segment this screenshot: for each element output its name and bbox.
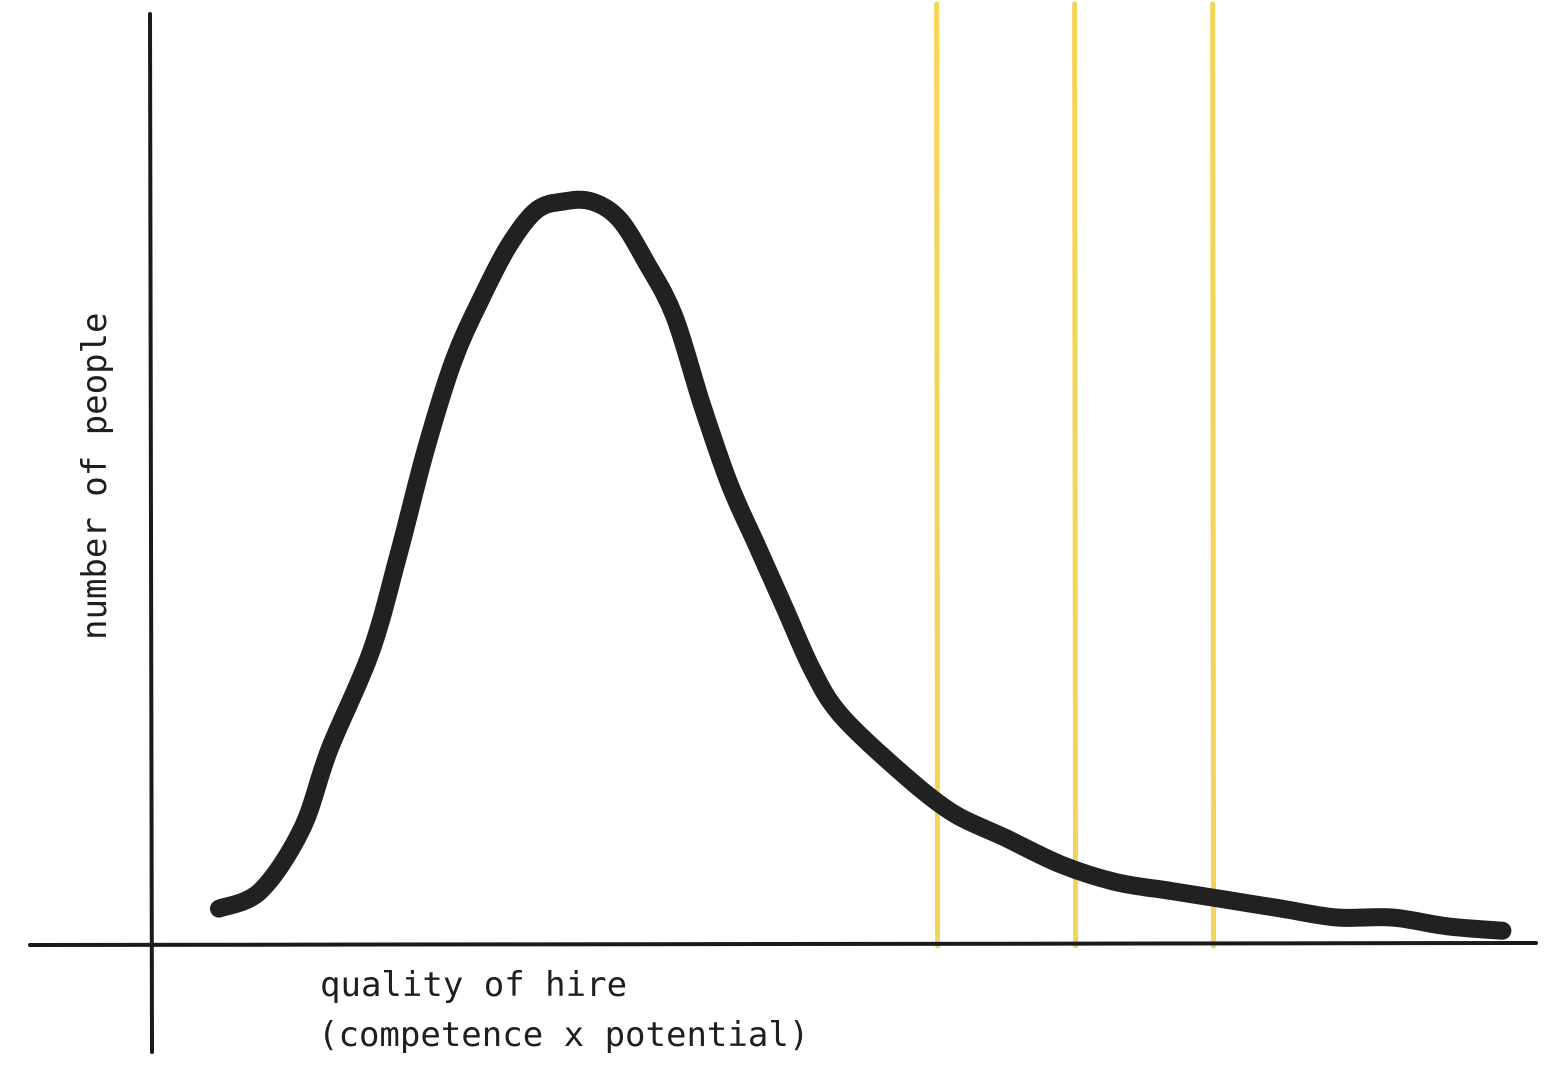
marker-lines <box>934 1 1217 949</box>
marker-line-3 <box>1210 1 1217 949</box>
curve-layer <box>210 190 1512 940</box>
y-axis-line <box>148 12 154 1054</box>
marker-line-1 <box>934 1 941 949</box>
x-axis-label-line2: (competence x potential) <box>318 1015 809 1055</box>
y-axis-label: number of people <box>75 312 115 640</box>
distribution-curve <box>210 190 1512 940</box>
x-axis-line <box>28 941 1538 947</box>
x-axis-label: quality of hire <box>320 965 627 1005</box>
marker-line-2 <box>1072 1 1079 949</box>
